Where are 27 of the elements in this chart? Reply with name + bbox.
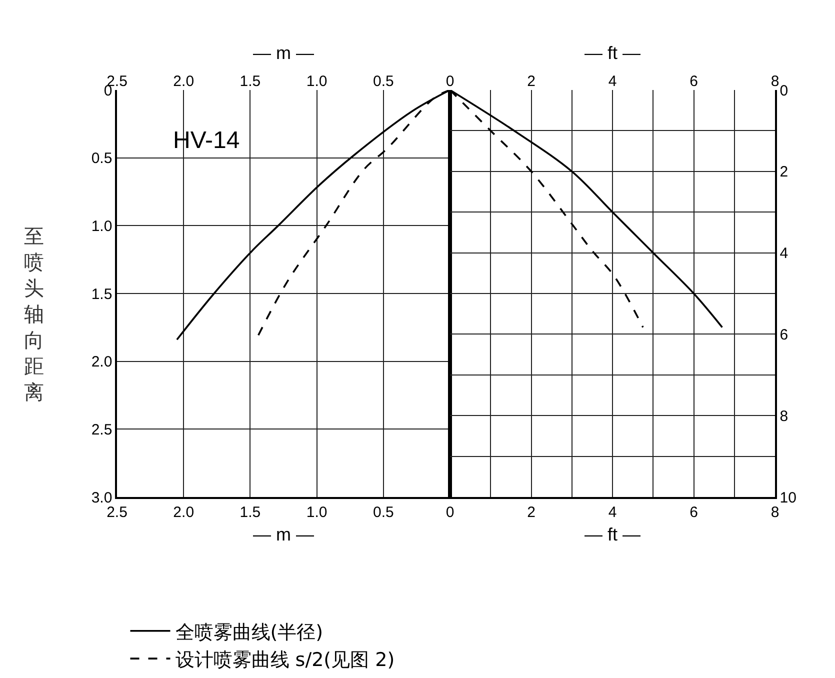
- y2-tick-label: 8: [780, 408, 788, 425]
- y2-tick-label: 10: [780, 489, 796, 506]
- legend-label: 全喷雾曲线(半径): [175, 621, 324, 644]
- legend-label: 设计喷雾曲线 s/2(见图 2): [175, 648, 395, 671]
- y-tick-label: 0.5: [91, 150, 112, 168]
- x2-axis-title: — ft —: [584, 43, 641, 64]
- x-tick-label: 2.0: [173, 73, 194, 90]
- y-tick-label: 2.0: [91, 354, 112, 371]
- y2-tick-label: 4: [780, 245, 788, 262]
- y-tick-label: 1.0: [91, 218, 112, 235]
- y2-tick-label: 6: [780, 326, 788, 344]
- y-tick-label: 1.5: [91, 286, 112, 303]
- y-axis-title: 至喷头轴向距离: [24, 224, 44, 404]
- x-tick-label: 4: [608, 504, 617, 521]
- x-tick-label: 1.0: [306, 73, 328, 90]
- x-tick-label: 6: [690, 504, 698, 521]
- x-axis-title: — ft —: [584, 524, 641, 544]
- x-axis-title: — m —: [253, 524, 314, 544]
- x2-axis-title: — m —: [253, 43, 314, 64]
- x-tick-label: 0.5: [372, 73, 394, 90]
- y2-tick-label: 2: [780, 164, 788, 181]
- y-tick-label: 2.5: [91, 421, 112, 438]
- x-tick-label: 2: [527, 504, 536, 521]
- x-tick-label: 0: [446, 73, 454, 90]
- x-tick-label: 1.5: [240, 73, 261, 90]
- y-tick-label: 3.0: [91, 489, 112, 506]
- x-tick-label: 8: [770, 504, 780, 521]
